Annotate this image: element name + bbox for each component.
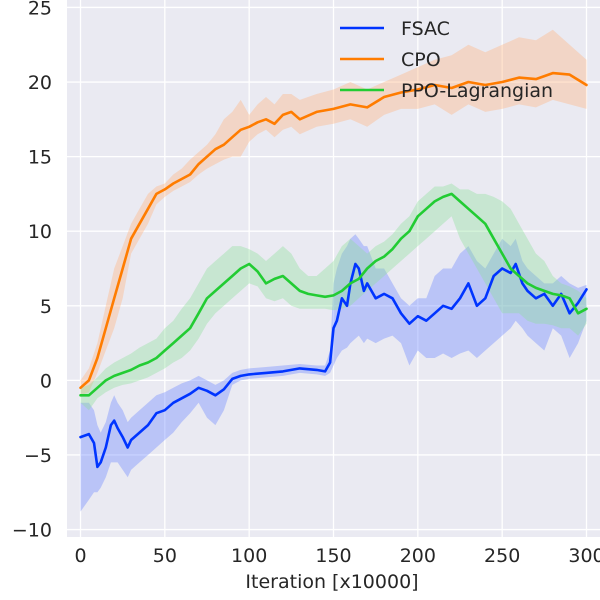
- legend-label-ppo-lagrangian: PPO-Lagrangian: [401, 80, 553, 102]
- y-axis-ticks: −10 −5 0 5 10 15 20 25: [12, 0, 52, 542]
- x-axis-title: Iteration [x10000]: [245, 571, 418, 593]
- legend-label-cpo: CPO: [401, 49, 441, 71]
- y-tick-label: −10: [12, 520, 52, 542]
- x-tick-label: 50: [153, 545, 177, 567]
- series-lines: [79, 71, 588, 469]
- confidence-bands: [80, 29, 587, 512]
- y-tick-label: 5: [40, 296, 52, 318]
- y-tick-label: 0: [40, 370, 52, 392]
- y-tick-label: 15: [28, 147, 52, 169]
- x-axis-ticks: 0 50 100 150 200 250 300: [74, 545, 600, 567]
- x-tick-label: 250: [484, 545, 520, 567]
- fsac-line: [79, 262, 588, 469]
- x-tick-label: 100: [231, 545, 267, 567]
- legend-label-fsac: FSAC: [401, 18, 450, 40]
- x-tick-label: 300: [568, 545, 600, 567]
- fsac-band: [80, 234, 587, 512]
- x-tick-label: 200: [400, 545, 436, 567]
- y-tick-label: −5: [24, 445, 52, 467]
- legend: FSAC CPO PPO-Lagrangian: [340, 18, 553, 102]
- ppo-lagrangian-line: [79, 192, 588, 397]
- y-tick-label: 10: [28, 221, 52, 243]
- x-tick-label: 0: [74, 545, 86, 567]
- y-tick-label: 20: [28, 72, 52, 94]
- cpo-line: [79, 71, 588, 390]
- y-tick-label: 25: [28, 0, 52, 19]
- grid-lines: [67, 0, 600, 537]
- x-tick-label: 150: [315, 545, 351, 567]
- cpo-band: [80, 29, 587, 396]
- ppo-lagrangian-band: [80, 183, 587, 411]
